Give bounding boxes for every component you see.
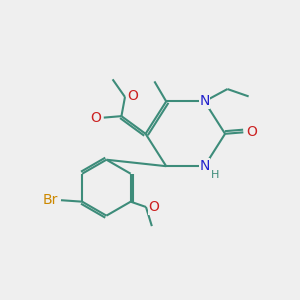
Text: O: O — [148, 200, 159, 214]
Text: N: N — [199, 159, 210, 173]
Text: N: N — [199, 94, 210, 108]
Text: O: O — [90, 111, 101, 124]
Text: H: H — [211, 170, 219, 180]
Text: Br: Br — [43, 193, 58, 207]
Text: O: O — [246, 125, 257, 139]
Text: O: O — [127, 88, 138, 103]
